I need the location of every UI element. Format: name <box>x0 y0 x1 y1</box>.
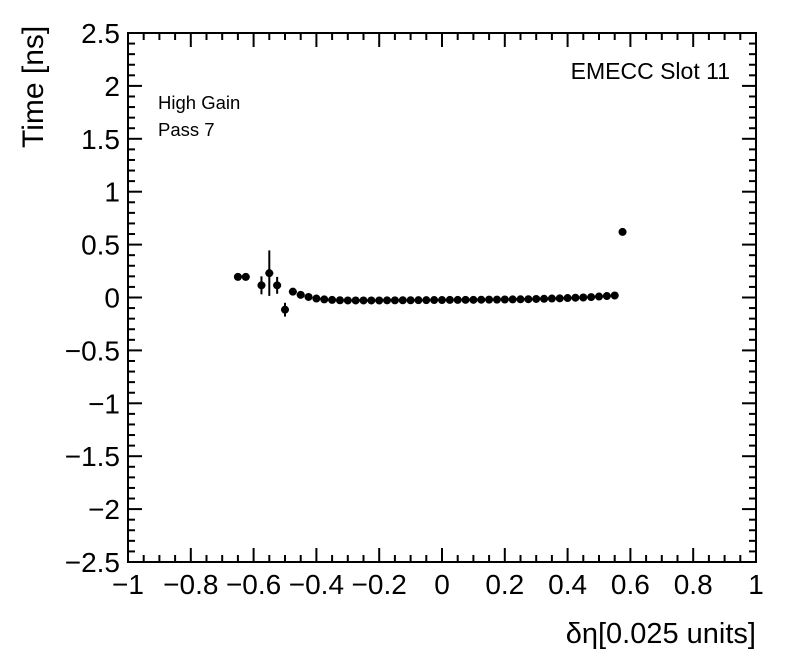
x-tick-label: 0.6 <box>611 569 650 600</box>
data-point <box>610 291 619 300</box>
x-tick-label: 0.8 <box>674 569 713 600</box>
y-tick-label: 2.5 <box>81 18 120 49</box>
data-point <box>453 295 462 304</box>
data-point <box>430 296 439 305</box>
gain-label: High Gain <box>158 92 241 113</box>
y-tick-label: −0.5 <box>65 335 120 366</box>
x-tick-label: 1 <box>748 569 764 600</box>
data-point <box>469 295 478 304</box>
y-axis-title: Time [ns] <box>17 25 50 148</box>
data-point <box>516 295 525 304</box>
x-tick-label: −0.6 <box>226 569 281 600</box>
data-point <box>422 296 431 305</box>
x-tick-label: −0.8 <box>163 569 218 600</box>
data-point <box>532 294 541 303</box>
y-tick-label: −2.5 <box>65 547 120 578</box>
data-point <box>414 296 423 305</box>
data-point <box>351 296 360 305</box>
data-point <box>508 295 517 304</box>
data-point <box>328 295 337 304</box>
y-tick-label: 0 <box>104 283 120 314</box>
data-point <box>524 295 533 304</box>
data-point <box>540 294 549 303</box>
data-point <box>320 295 329 304</box>
data-point <box>406 296 415 305</box>
data-point <box>383 296 392 305</box>
data-point <box>500 295 509 304</box>
data-point <box>602 292 611 301</box>
x-tick-label: −0.2 <box>352 569 407 600</box>
data-point <box>461 295 470 304</box>
data-point <box>233 272 242 281</box>
data-point <box>367 296 376 305</box>
pass-label: Pass 7 <box>158 119 215 140</box>
data-point <box>335 296 344 305</box>
data-point <box>390 296 399 305</box>
data-point <box>288 287 297 296</box>
data-point <box>296 290 305 299</box>
data-point <box>587 293 596 302</box>
data-point <box>304 292 313 301</box>
x-tick-label: 0 <box>434 569 450 600</box>
y-tick-label: −1 <box>88 388 120 419</box>
data-point <box>618 227 627 236</box>
data-point <box>555 294 564 303</box>
data-point <box>438 296 446 305</box>
y-tick-label: 2 <box>104 71 120 102</box>
data-point <box>257 281 266 290</box>
data-point <box>359 296 368 305</box>
y-tick-label: −1.5 <box>65 441 120 472</box>
x-tick-label: −1 <box>112 569 144 600</box>
data-point <box>445 295 454 304</box>
data-point <box>571 293 580 302</box>
detector-label: EMECC Slot 11 <box>570 58 730 84</box>
data-point <box>485 295 494 304</box>
y-tick-label: 1 <box>104 177 120 208</box>
data-point <box>398 296 407 305</box>
data-point <box>477 295 486 304</box>
data-point <box>547 294 556 303</box>
data-point <box>343 296 352 305</box>
x-axis-title: δη[0.025 units] <box>565 618 756 650</box>
x-tick-label: −0.4 <box>289 569 344 600</box>
data-point <box>563 294 572 303</box>
data-point <box>241 272 250 281</box>
x-tick-label: 0.4 <box>548 569 587 600</box>
data-point <box>312 294 321 303</box>
data-point <box>375 296 384 305</box>
y-tick-label: 1.5 <box>81 124 120 155</box>
y-tick-label: −2 <box>88 494 120 525</box>
data-point <box>492 295 501 304</box>
data-point <box>281 305 289 314</box>
data-point <box>265 269 274 278</box>
y-tick-label: 0.5 <box>81 230 120 261</box>
data-point <box>273 281 282 290</box>
x-tick-label: 0.2 <box>485 569 524 600</box>
data-point <box>595 292 603 301</box>
data-point <box>579 293 588 302</box>
